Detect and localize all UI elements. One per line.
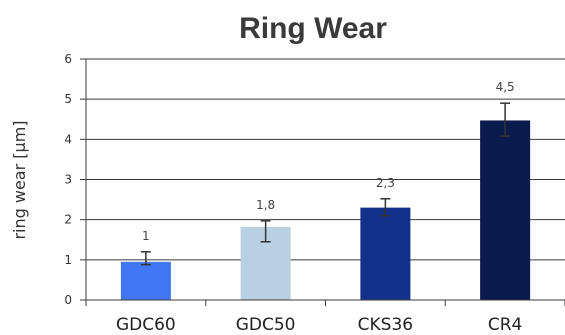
x-tick-labels: GDC60 GDC50 CKS36 CR4 <box>116 315 522 335</box>
error-bar-GDC50 <box>260 220 271 243</box>
bars <box>120 120 531 300</box>
y-tick-3: 3 <box>64 173 72 187</box>
y-tick-labels: 0 1 2 3 4 5 6 <box>64 52 72 307</box>
x-tick-CKS36: CKS36 <box>358 315 413 335</box>
y-axis-label: ring wear [µm] <box>10 120 29 239</box>
y-tick-0: 0 <box>64 293 72 307</box>
error-bars <box>140 102 511 266</box>
y-tick-4: 4 <box>64 132 72 146</box>
y-tick-6: 6 <box>64 52 72 66</box>
data-label-GDC50: 1,8 <box>256 198 275 212</box>
chart-title: Ring Wear <box>239 12 387 45</box>
x-tick-GDC50: GDC50 <box>236 315 296 335</box>
data-labels: 1 1,8 2,3 4,5 <box>142 80 515 243</box>
data-label-CKS36: 2,3 <box>376 176 395 190</box>
error-bar-GDC60 <box>140 251 151 266</box>
error-bar-CR4 <box>500 102 511 137</box>
y-tick-1: 1 <box>64 253 72 267</box>
bar-CKS36 <box>360 207 411 300</box>
bar-GDC60 <box>120 261 171 300</box>
data-label-GDC60: 1 <box>142 229 150 243</box>
y-tick-2: 2 <box>64 213 72 227</box>
bar-CR4 <box>480 120 531 300</box>
x-tick-CR4: CR4 <box>488 315 523 335</box>
x-tick-GDC60: GDC60 <box>116 315 176 335</box>
y-tick-5: 5 <box>64 92 72 106</box>
axes <box>80 58 565 306</box>
error-bar-CKS36 <box>380 198 391 217</box>
data-label-CR4: 4,5 <box>496 80 515 94</box>
